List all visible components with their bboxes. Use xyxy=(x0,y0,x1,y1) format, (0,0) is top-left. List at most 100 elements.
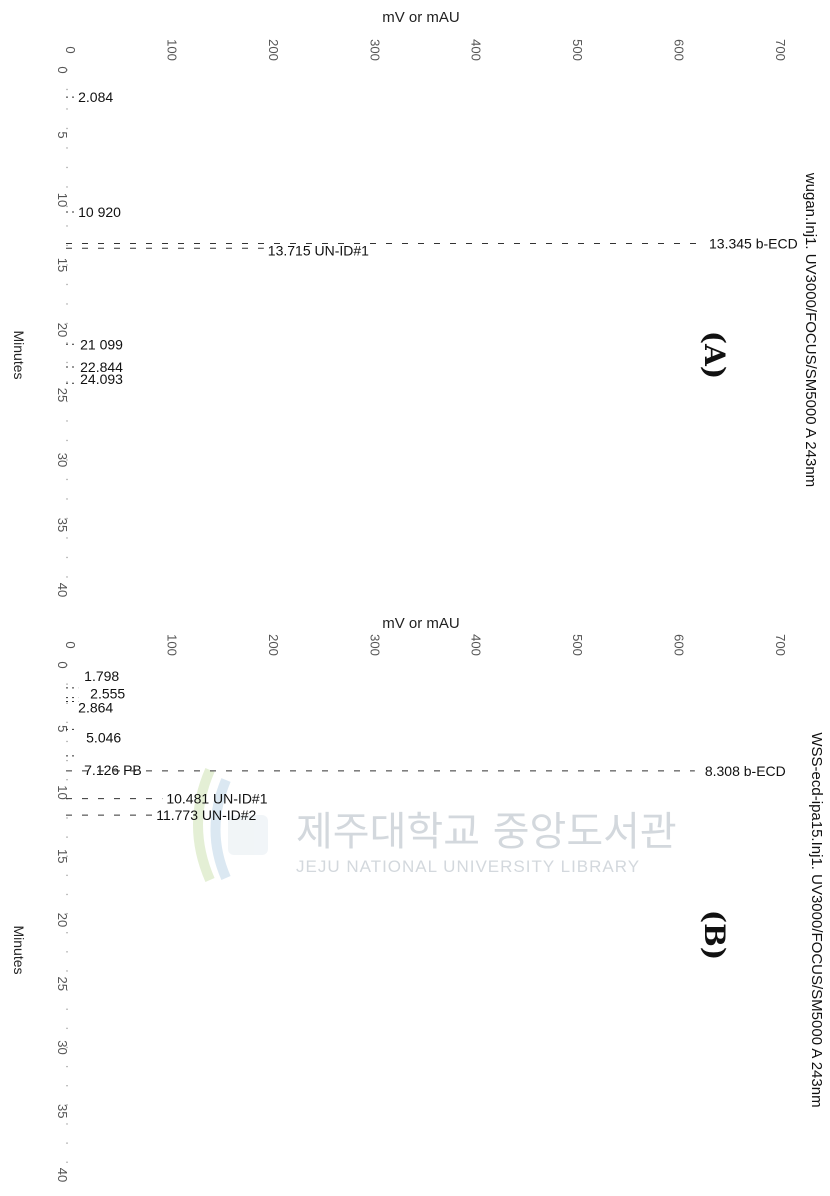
baseline-dot xyxy=(66,664,68,666)
intensity-tick-label: 600 xyxy=(672,634,687,656)
time-tick-label: 35 xyxy=(55,518,70,532)
peak-label: 1.798 xyxy=(84,668,119,684)
intensity-tick-label: 200 xyxy=(266,634,281,656)
intensity-tick-label: 500 xyxy=(570,39,585,61)
baseline-dot xyxy=(66,283,68,286)
baseline-dot xyxy=(66,1027,68,1030)
sample-label: wugan.Inj1. UV3000/FOCUS/SM5000 A 243nm xyxy=(802,172,819,487)
time-tick-label: 5 xyxy=(55,725,70,732)
chart-panel-b: mV or mAU 0 100 200 300 400 500 600 700 0 5 10 15 20 2… xyxy=(11,615,825,1182)
intensity-tick-label: 0 xyxy=(63,46,78,53)
baseline-dot xyxy=(66,759,68,762)
intensity-tick-label: 200 xyxy=(266,39,281,61)
baseline-dot xyxy=(66,855,68,857)
intensity-tick-label: 700 xyxy=(773,634,788,656)
time-tick-label: 30 xyxy=(55,453,70,467)
intensity-axis-title: mV or mAU xyxy=(382,615,460,632)
time-tick-label: 15 xyxy=(55,258,70,272)
time-tick-label: 10 xyxy=(55,193,70,207)
time-tick-label: 0 xyxy=(55,661,70,668)
library-watermark: 제주대학교 중앙도서관 JEJU NATIONAL UNIVERSITY LIB… xyxy=(193,768,677,882)
time-tick-label: 5 xyxy=(55,131,70,138)
baseline-dot xyxy=(66,874,68,877)
baseline-dot xyxy=(66,970,68,972)
baseline-dot xyxy=(66,817,68,819)
intensity-tick-label: 400 xyxy=(469,39,484,61)
baseline-dot xyxy=(66,537,68,539)
baseline-dot xyxy=(66,244,68,247)
baseline-dot xyxy=(66,225,68,227)
baseline-dot xyxy=(66,127,68,130)
baseline-dot xyxy=(66,702,68,704)
baseline-dot xyxy=(66,683,68,685)
baseline-dot xyxy=(66,303,68,305)
intensity-tick-label: 100 xyxy=(164,634,179,656)
baseline-dot xyxy=(66,439,68,442)
peak-label: 13.345 b-ECD xyxy=(709,235,798,251)
time-axis-title: Minutes xyxy=(11,925,27,974)
baseline-dot xyxy=(66,1065,68,1068)
baseline-dot xyxy=(66,1085,68,1087)
baseline-dot xyxy=(66,186,68,188)
intensity-tick-label: 0 xyxy=(63,641,78,648)
peak-label: 10.481 UN-ID#1 xyxy=(166,791,267,807)
time-tick-label: 20 xyxy=(55,323,70,337)
peak-label: 22.844 xyxy=(80,359,123,375)
intensity-tick-label: 600 xyxy=(672,39,687,61)
baseline-dot xyxy=(66,932,68,934)
watermark-korean: 제주대학교 중앙도서관 xyxy=(296,809,677,855)
time-tick-label: 40 xyxy=(55,1168,70,1182)
baseline-dot xyxy=(66,420,68,422)
baseline-dot xyxy=(66,205,68,208)
peak-label: 10 920 xyxy=(78,204,121,220)
baseline-dot xyxy=(66,478,68,481)
peak-label: 2.864 xyxy=(78,700,113,716)
time-tick-label: 25 xyxy=(55,388,70,402)
peak-label: 5.046 xyxy=(86,729,121,745)
intensity-tick-label: 300 xyxy=(367,634,382,656)
baseline-dot xyxy=(66,1161,68,1163)
time-tick-label: 20 xyxy=(55,913,70,927)
library-seal-logo xyxy=(193,768,268,882)
peak-label: 11.773 UN-ID#2 xyxy=(156,807,256,823)
baseline-dot xyxy=(66,69,68,71)
baseline-dot xyxy=(66,556,68,559)
intensity-tick-label: 100 xyxy=(164,39,179,61)
baseline-dot xyxy=(66,1123,68,1125)
peak-label: 7.126 PB xyxy=(84,762,142,778)
peak-label: 24.093 xyxy=(80,371,123,387)
time-tick-label: 0 xyxy=(55,66,70,73)
time-tick-label: 15 xyxy=(55,849,70,863)
baseline-dot xyxy=(66,459,68,461)
baseline-dot xyxy=(66,108,68,110)
baseline-dot xyxy=(66,1104,68,1106)
peak-label: 2.084 xyxy=(78,89,113,105)
baseline-dot xyxy=(66,166,68,169)
baseline-dot xyxy=(66,1142,68,1144)
baseline-dot xyxy=(66,264,68,266)
baseline-dot xyxy=(66,1008,68,1010)
time-tick-label: 35 xyxy=(55,1104,70,1118)
intensity-tick-label: 300 xyxy=(367,39,382,61)
peak-label: 21 099 xyxy=(80,336,123,352)
baseline-dot xyxy=(66,951,68,953)
panel-label: (B) xyxy=(698,910,731,960)
baseline-dot xyxy=(66,381,68,383)
baseline-dot xyxy=(66,322,68,325)
baseline-dot xyxy=(66,912,68,915)
baseline-dot xyxy=(66,147,68,149)
baseline-dot xyxy=(66,836,68,838)
time-tick-label: 25 xyxy=(55,977,70,991)
peak-label: 2.555 xyxy=(90,686,125,702)
peak-label: 8.308 b-ECD xyxy=(705,763,786,779)
time-tick-label: 40 xyxy=(55,583,70,597)
baseline-dot xyxy=(66,893,68,896)
baseline-dot xyxy=(66,517,68,520)
baseline-dot xyxy=(66,342,68,344)
intensity-tick-label: 700 xyxy=(773,39,788,61)
sample-label: WSS-ecd-ipa15.Inj1. UV3000/FOCUS/SM5000 … xyxy=(808,732,825,1107)
baseline-dot xyxy=(66,88,68,91)
baseline-dot xyxy=(66,740,68,743)
time-axis-title: Minutes xyxy=(11,330,27,379)
